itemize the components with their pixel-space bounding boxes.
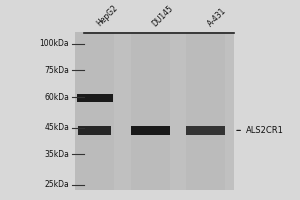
Text: 45kDa: 45kDa (44, 123, 69, 132)
Bar (84, 32, 234, 190)
Bar (130, 32, 170, 190)
Text: DU145: DU145 (150, 4, 175, 28)
Text: 60kDa: 60kDa (44, 93, 69, 102)
Bar (76, 94, 112, 102)
Text: 25kDa: 25kDa (44, 180, 69, 189)
Bar (130, 126, 170, 135)
Text: 35kDa: 35kDa (44, 150, 69, 159)
Text: ALS2CR1: ALS2CR1 (237, 126, 284, 135)
Bar (186, 126, 225, 135)
Bar (186, 32, 225, 190)
Bar (78, 126, 111, 135)
Bar (75, 32, 114, 190)
Text: A-431: A-431 (206, 6, 228, 28)
Text: 100kDa: 100kDa (39, 39, 69, 48)
Text: HepG2: HepG2 (94, 4, 119, 28)
Text: 75kDa: 75kDa (44, 66, 69, 75)
